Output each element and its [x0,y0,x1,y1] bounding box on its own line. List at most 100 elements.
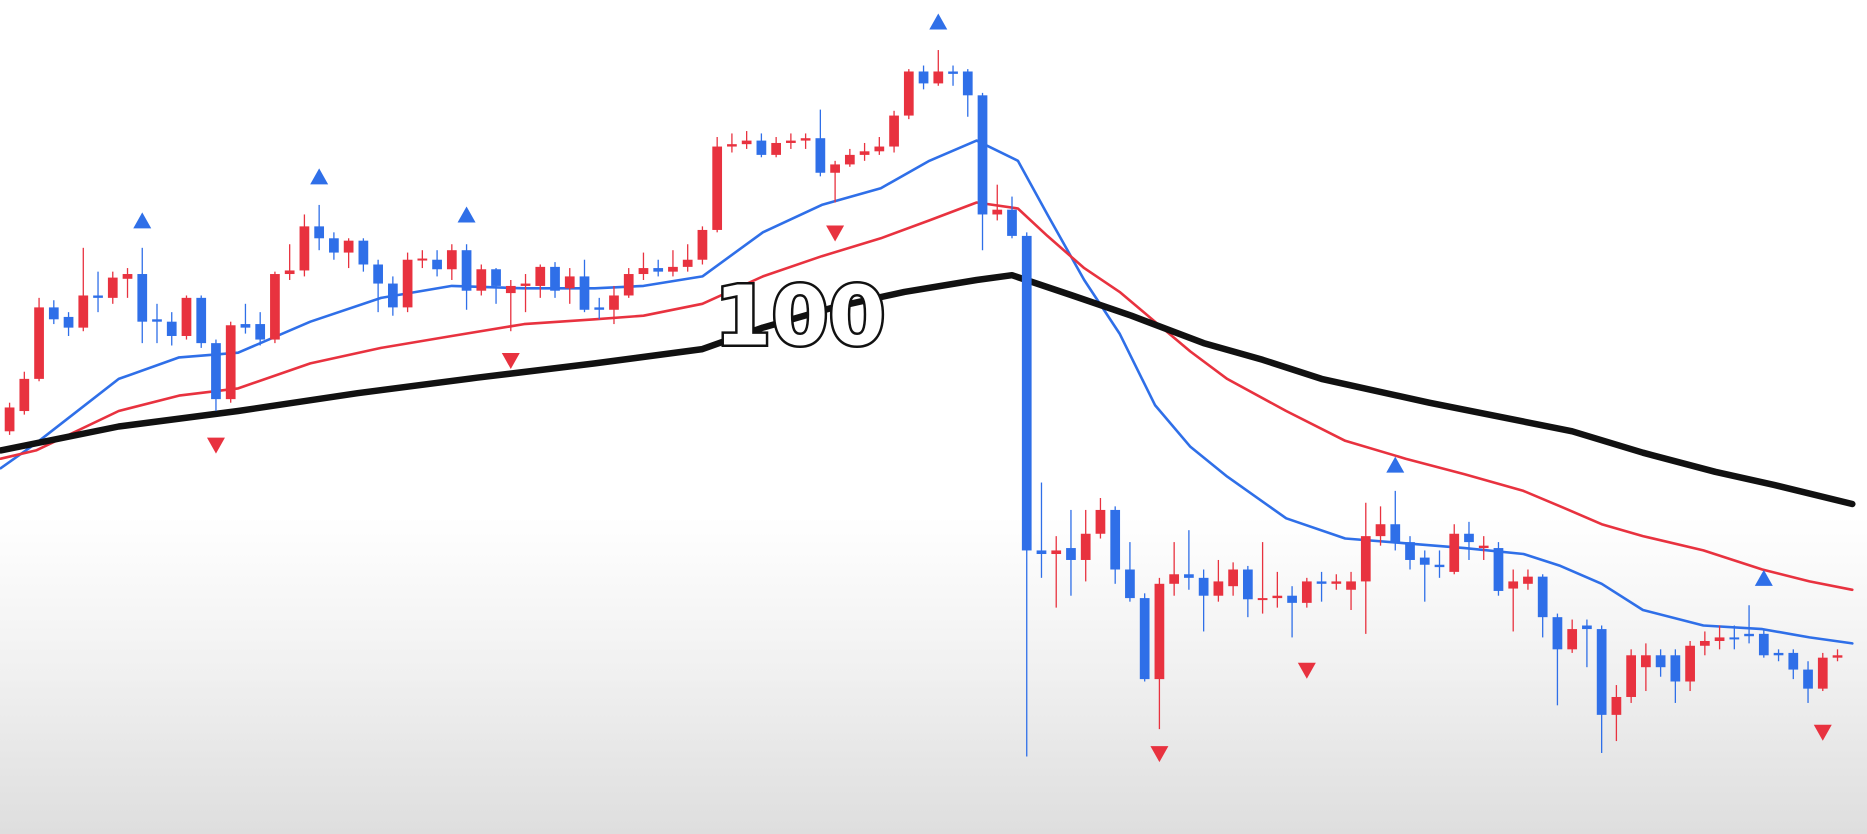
sell-signal [1150,746,1169,763]
candle-body [1272,595,1283,599]
candle-body [329,238,339,253]
candle-body [122,274,133,279]
candle-body [211,343,221,400]
candle-body [1641,655,1651,668]
candle-body [1670,655,1681,682]
candle-body [1788,652,1799,670]
candle-body [1346,581,1356,590]
candle-body [417,258,428,261]
candle-body [1611,696,1622,715]
candle-body [1213,581,1224,596]
candle-body [550,266,560,291]
candle-body [815,138,826,173]
candle-body [1685,645,1695,682]
candle-body [1242,569,1253,600]
candle-body [1198,577,1209,596]
candle-body [727,144,737,147]
candle-body [196,297,207,344]
candle-body [1228,569,1238,587]
candle-body [1125,569,1135,599]
sell-signal [206,437,225,454]
sell-signal [1297,662,1316,679]
candle-body [1036,550,1047,555]
candle-body [270,274,280,340]
candle-body [461,250,472,291]
candle-body [1169,574,1180,584]
candle-body [48,307,59,320]
buy-signal [929,13,948,30]
candle-body [903,71,914,116]
candle-body [4,407,15,432]
candle-body [225,325,236,400]
candle-body [594,307,605,310]
candle-body [93,295,103,298]
candle-body [1301,581,1312,603]
candle-body [962,71,973,96]
indicator-line [0,139,1854,645]
candle-body [1626,655,1637,697]
candle-body [1596,629,1607,715]
candle-body [1360,536,1371,582]
candle-body [358,240,369,265]
candle-body [1552,617,1563,650]
candle-body [830,164,840,173]
candle-body [844,154,855,165]
candle-body [1729,637,1740,640]
candle-body [1493,548,1504,591]
candle-body [918,71,929,84]
candle-body [668,266,678,272]
candle-body [1714,637,1725,641]
indicator-lines [0,139,1856,645]
candle-body [387,283,398,308]
candle-body [977,95,988,215]
candle-body [137,274,148,322]
candle-body [682,259,693,267]
annotation-label: 100 [714,269,885,364]
candle-body [1464,533,1474,543]
candle-body [1316,581,1327,584]
candle-body [1331,581,1342,584]
candle-body [786,140,796,143]
candle-body [1478,545,1489,549]
indicator-line [0,201,1854,592]
candle-body [255,324,266,340]
candle-body [992,209,1003,215]
candle-body [1523,576,1533,584]
candle-body [1803,669,1813,689]
sell-signal [826,225,845,242]
candles [4,50,1843,757]
candle-body [609,295,619,310]
signals [133,13,1832,763]
candle-body [520,283,531,286]
candle-body [1582,625,1592,630]
buy-signal [133,212,152,229]
candle-body [240,324,251,328]
candle-body [579,276,590,310]
candle-body [1699,640,1710,646]
candle-body [314,226,325,239]
candle-body [446,250,457,270]
candle-body [505,285,516,294]
candle-body [166,321,177,336]
candle-body [1095,509,1106,534]
candle-body [623,274,634,296]
candle-body [63,316,74,328]
candle-body [771,142,782,155]
candle-body [1773,652,1784,656]
candle-body [741,140,752,145]
candle-body [1832,655,1843,658]
candle-body [1184,574,1194,578]
candle-body [1110,509,1121,570]
candle-body [343,240,354,253]
buy-signal [457,206,476,223]
candle-body [1154,583,1165,680]
candle-body [19,378,30,412]
candle-body [284,270,295,275]
candle-body [1449,533,1460,572]
candle-body [1390,524,1401,543]
candle-body [1021,235,1032,551]
candle-body [1139,598,1150,680]
candle-body [638,268,649,275]
